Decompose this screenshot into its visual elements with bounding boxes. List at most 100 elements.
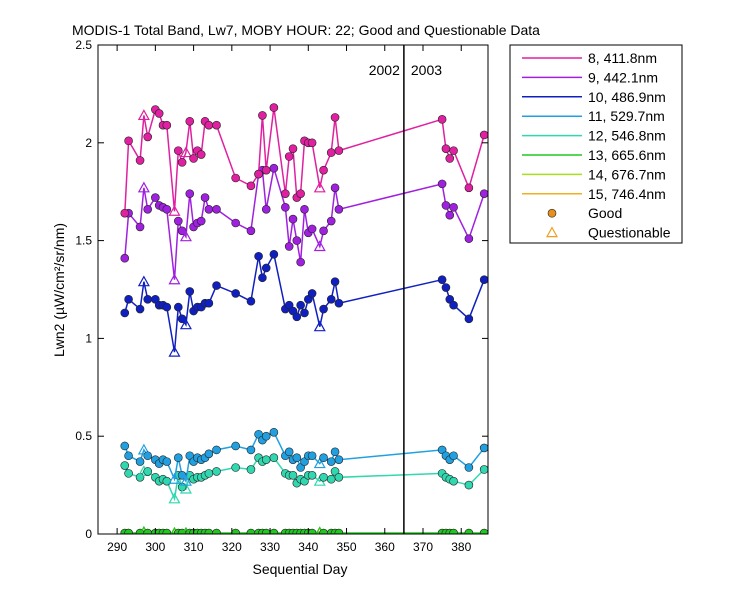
data-point-questionable	[137, 181, 150, 193]
x-tick-label: 300	[145, 540, 165, 554]
data-point	[204, 120, 214, 130]
data-point	[479, 443, 488, 453]
y-tick-label: 1.5	[75, 234, 92, 248]
year-label-right: 2003	[411, 62, 442, 78]
series-group	[120, 103, 488, 218]
data-point	[464, 528, 474, 534]
data-point	[124, 469, 133, 478]
data-point	[479, 275, 488, 285]
data-point	[281, 203, 290, 212]
data-point	[246, 181, 256, 191]
data-point	[231, 289, 240, 298]
data-point	[231, 528, 240, 534]
data-point	[326, 457, 336, 466]
data-point	[307, 471, 317, 480]
data-point	[464, 480, 474, 490]
legend-questionable-marker	[545, 226, 559, 238]
data-point	[441, 144, 451, 153]
x-tick-label: 340	[298, 540, 318, 554]
data-point	[212, 120, 221, 130]
data-point	[143, 205, 153, 214]
data-point	[212, 467, 221, 476]
data-point	[162, 476, 172, 486]
x-tick-label: 310	[184, 540, 204, 554]
data-point	[212, 528, 221, 534]
data-point	[292, 453, 302, 463]
data-point	[464, 183, 474, 193]
data-point	[246, 528, 256, 534]
data-point	[135, 304, 145, 314]
data-point	[464, 314, 474, 324]
data-point	[464, 234, 474, 243]
data-point	[449, 476, 458, 486]
data-point	[326, 216, 336, 226]
legend-good-marker	[547, 208, 557, 218]
data-point	[269, 528, 279, 534]
data-point	[296, 257, 305, 267]
data-point	[143, 451, 153, 461]
data-point	[269, 427, 279, 437]
data-point	[261, 205, 271, 214]
data-point	[449, 146, 458, 155]
data-point	[300, 308, 309, 318]
data-point	[269, 453, 279, 463]
data-point	[330, 113, 340, 122]
data-point	[204, 528, 214, 534]
legend-entry-label: 15, 746.4nm	[588, 186, 666, 202]
data-point	[307, 528, 317, 534]
data-point	[334, 472, 344, 482]
data-point	[437, 275, 447, 285]
data-point	[154, 109, 164, 118]
data-point	[292, 236, 302, 245]
data-point	[254, 169, 263, 179]
data-point	[231, 441, 240, 451]
data-point	[162, 205, 172, 214]
data-point	[231, 463, 240, 472]
series-group	[120, 249, 488, 357]
data-point	[261, 165, 271, 175]
data-point	[330, 277, 340, 286]
legend-entry-label: 9, 442.1nm	[588, 69, 658, 85]
legend-entry-label: 14, 676.7nm	[588, 166, 666, 182]
legend-entry-label: 11, 529.7nm	[588, 108, 665, 124]
data-point	[307, 138, 317, 148]
data-point	[319, 453, 328, 463]
series-group	[120, 525, 488, 534]
plot-series-layer	[120, 103, 488, 534]
data-point	[261, 263, 271, 273]
data-point	[135, 222, 145, 232]
data-point	[326, 148, 336, 157]
data-point	[330, 447, 340, 457]
data-point-questionable	[313, 320, 326, 332]
data-point	[284, 242, 294, 251]
data-point	[231, 173, 240, 183]
data-point	[281, 189, 290, 198]
data-point	[296, 189, 305, 198]
x-tick-label: 330	[260, 540, 280, 554]
data-point	[204, 449, 214, 459]
data-point	[204, 298, 214, 308]
data-point	[212, 205, 221, 214]
data-point	[135, 156, 145, 165]
data-point	[246, 465, 256, 474]
data-point	[162, 120, 172, 130]
data-point	[441, 283, 451, 292]
data-point	[284, 152, 294, 161]
data-point	[120, 308, 130, 318]
data-point	[269, 103, 279, 112]
data-point	[143, 528, 153, 534]
data-point	[334, 205, 344, 214]
data-point	[479, 130, 488, 140]
data-point	[162, 528, 172, 534]
data-point	[437, 179, 447, 189]
data-point	[204, 469, 214, 478]
data-point	[185, 189, 195, 198]
data-point	[124, 451, 133, 461]
y-axis-label: Lwn2 (µW/cm²/sr/nm)	[51, 223, 67, 357]
axes: 2002 2003 0 0.5 1 1.5 2 2.5 290 300 310 320 330 340 35…	[75, 38, 489, 554]
data-point-questionable	[313, 457, 326, 469]
data-point	[246, 226, 256, 236]
chart-title: MODIS-1 Total Band, Lw7, MOBY HOUR: 22; …	[72, 22, 540, 38]
y-tick-label: 0.5	[75, 429, 92, 443]
